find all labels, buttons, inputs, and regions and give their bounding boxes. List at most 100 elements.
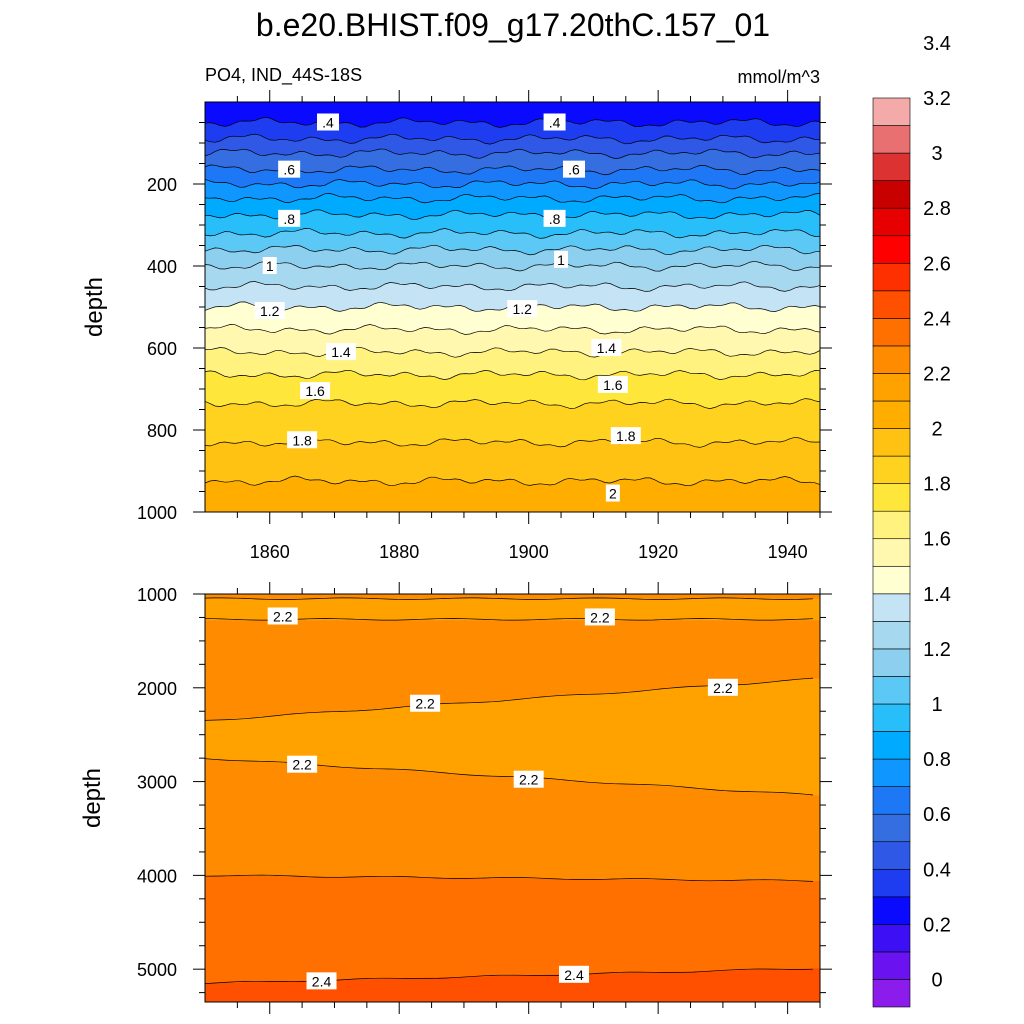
colorbar-label: 1.6 xyxy=(923,529,951,551)
colorbar-cell xyxy=(872,703,911,732)
contour-line xyxy=(205,475,820,487)
contour-label: 1.8 xyxy=(287,431,318,449)
contour-label-text: 1.4 xyxy=(597,340,617,356)
contour-label-text: 2.2 xyxy=(590,609,610,625)
contour-label-text: 1.2 xyxy=(260,303,280,319)
contour-label: 2 xyxy=(605,484,620,502)
colorbar-label: 2 xyxy=(931,419,942,441)
contour-label-text: 2.4 xyxy=(312,973,332,989)
contour-line xyxy=(205,346,820,358)
y-tick-label: 200 xyxy=(147,175,177,195)
contour-label-text: 2.4 xyxy=(564,967,584,983)
colorbar-cell xyxy=(872,290,911,319)
colorbar-label: 2.8 xyxy=(923,198,951,220)
upper-band xyxy=(205,102,820,128)
contour-label-text: .6 xyxy=(283,162,295,178)
y-tick-label: 1000 xyxy=(137,585,177,605)
contour-label: 2.2 xyxy=(267,607,298,625)
contour-label: 1.2 xyxy=(254,302,285,320)
colorbar-cell xyxy=(872,621,911,650)
contour-line xyxy=(205,369,820,381)
contour-label: 2.2 xyxy=(287,755,318,773)
colorbar: 0 0.2 0.4 0.6 0.8 1 1.2 1.4 1.6 1.8 2 2.2 2.4 2.6 2.8 3… xyxy=(872,33,951,1008)
contour-label-text: .8 xyxy=(283,211,295,227)
contour-label-text: 2.2 xyxy=(519,772,539,788)
contour-label: .4 xyxy=(543,113,566,131)
contour-label-text: .4 xyxy=(549,115,561,131)
colorbar-cell xyxy=(872,841,911,870)
colorbar-cell xyxy=(872,207,911,237)
contour-label-text: .8 xyxy=(549,211,561,227)
contour-label: 1.8 xyxy=(610,427,641,445)
contour-label-text: 1 xyxy=(266,258,274,274)
colorbar-cell xyxy=(872,896,911,925)
colorbar-cell xyxy=(872,483,911,512)
contour-label: 1 xyxy=(262,257,277,274)
contour-label-text: 2.2 xyxy=(273,609,293,625)
contour-label-text: 1.8 xyxy=(292,432,312,448)
lower-band xyxy=(205,594,820,621)
contour-line xyxy=(205,164,820,176)
x-tick-label: 1860 xyxy=(250,542,290,562)
colorbar-label: 3 xyxy=(931,143,942,165)
colorbar-cell xyxy=(872,758,911,787)
contour-label-text: 2.2 xyxy=(292,757,312,773)
colorbar-cell xyxy=(872,731,911,760)
contour-line xyxy=(205,618,814,621)
contour-label-text: .6 xyxy=(568,162,580,178)
colorbar-cell xyxy=(872,262,911,292)
contour-label: 2.2 xyxy=(513,770,544,788)
contour-line xyxy=(205,597,814,600)
colorbar-cell xyxy=(872,593,911,622)
contour-line xyxy=(205,228,820,239)
lower-fills xyxy=(205,594,820,1002)
lower-axes: 1000 2000 3000 4000 5000 depth xyxy=(79,582,832,1014)
main-title: b.e20.BHIST.f09_g17.20thC.157_01 xyxy=(256,7,770,43)
y-tick-label: 5000 xyxy=(137,960,177,980)
colorbar-cell xyxy=(872,538,911,567)
y-tick-label: 3000 xyxy=(137,773,177,793)
colorbar-cell xyxy=(872,813,911,843)
contour-line xyxy=(205,116,820,128)
colorbar-label: 2.4 xyxy=(923,308,951,330)
colorbar-cell xyxy=(872,318,911,347)
contour-label: 1 xyxy=(554,250,569,268)
colorbar-label: 0.2 xyxy=(923,914,951,936)
y-tick-label: 600 xyxy=(147,339,177,359)
contour-line xyxy=(205,874,814,882)
contour-label: 1.6 xyxy=(300,382,331,400)
y-tick-label: 800 xyxy=(147,421,177,441)
contour-label: .6 xyxy=(563,160,585,178)
contour-label: 1.4 xyxy=(591,339,622,356)
colorbar-cell xyxy=(872,924,911,953)
contour-label: 1.6 xyxy=(597,375,628,393)
contour-label: 2.2 xyxy=(410,694,441,712)
contour-label-text: 1.6 xyxy=(603,377,623,393)
x-tick-label: 1880 xyxy=(379,542,419,562)
colorbar-label: 1.4 xyxy=(923,584,951,606)
y-tick-label: 400 xyxy=(147,257,177,277)
x-tick-label: 1920 xyxy=(638,542,678,562)
colorbar-cell xyxy=(872,786,911,815)
colorbar-cell xyxy=(872,428,911,457)
contour-line xyxy=(205,148,820,159)
colorbar-cell xyxy=(872,868,911,898)
colorbar-cell xyxy=(872,125,911,154)
left-string: PO4, IND_44S-18S xyxy=(205,65,362,86)
upper-fills xyxy=(205,102,820,512)
contour-line xyxy=(205,209,820,221)
contour-label: .4 xyxy=(317,113,339,131)
contour-label: 2.4 xyxy=(559,965,589,983)
colorbar-cell xyxy=(872,97,911,126)
contour-label: 1.2 xyxy=(507,300,538,318)
colorbar-label: 1.8 xyxy=(923,474,951,496)
contour-label: .6 xyxy=(278,160,301,178)
contour-line xyxy=(205,398,820,409)
contour-line xyxy=(205,193,820,204)
colorbar-cell xyxy=(872,400,911,429)
y-tick-label: 4000 xyxy=(137,866,177,886)
colorbar-label: 2.2 xyxy=(923,363,951,385)
colorbar-cell xyxy=(872,180,911,209)
y-axis-label: depth xyxy=(81,277,108,337)
